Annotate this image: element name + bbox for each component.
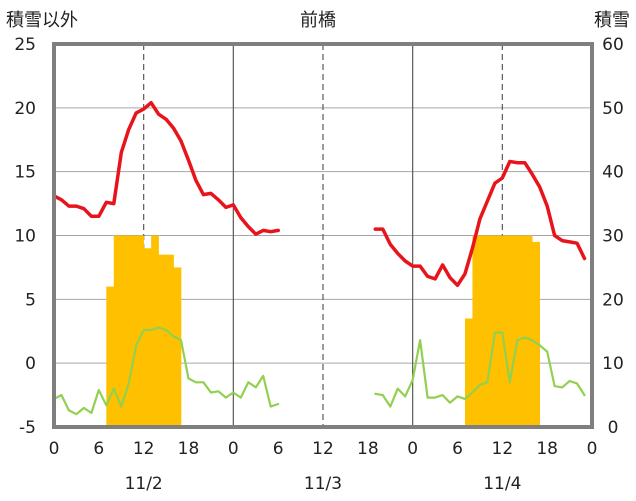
snow-depth-bar xyxy=(173,267,182,427)
snow-depth-bar xyxy=(151,235,159,427)
snow-depth-bar xyxy=(532,241,540,427)
green-series-line xyxy=(374,331,586,408)
snow-depth-bar xyxy=(487,235,496,427)
x-tick-label: 0 xyxy=(407,439,418,459)
snow-depth-bar xyxy=(121,235,130,427)
x-tick-label: 6 xyxy=(452,439,463,459)
temperature-line xyxy=(373,159,587,288)
x-tick-label: 12 xyxy=(133,439,155,459)
snow-depth-bar xyxy=(136,235,144,427)
y-left-tick-label: 20 xyxy=(14,99,36,119)
x-tick-label: 18 xyxy=(357,439,379,459)
x-tick-label: 0 xyxy=(587,439,598,459)
snow-depth-bar xyxy=(166,254,174,427)
x-tick-label: 18 xyxy=(536,439,558,459)
x-tick-label: 6 xyxy=(93,439,104,459)
snow-depth-bar xyxy=(509,235,518,427)
x-day-label: 11/4 xyxy=(483,474,521,494)
snow-depth-bar xyxy=(494,235,503,427)
x-day-label: 11/3 xyxy=(304,474,342,494)
y-right-tick-label: 30 xyxy=(602,227,624,247)
y-left-tick-label: 0 xyxy=(25,354,36,374)
temperature-line xyxy=(52,100,280,236)
chart-title: 前橋 xyxy=(300,10,336,31)
x-tick-label: 0 xyxy=(49,439,60,459)
y-right-tick-label: 10 xyxy=(602,354,624,374)
snow-depth-bar xyxy=(128,235,137,427)
y-left-tick-label: 15 xyxy=(14,163,36,183)
y-left-tick-label: 10 xyxy=(14,227,36,247)
snow-depth-bar xyxy=(517,235,526,427)
y-right-tick-label: 0 xyxy=(608,418,619,438)
y-left-tick-label: 5 xyxy=(25,290,36,310)
x-tick-label: 12 xyxy=(312,439,334,459)
x-tick-label: 6 xyxy=(273,439,284,459)
y-right-tick-label: 50 xyxy=(602,99,624,119)
snow-depth-bar xyxy=(502,235,511,427)
y-right-tick-label: 40 xyxy=(602,163,624,183)
snow-depth-bar xyxy=(472,235,481,427)
green-series-line xyxy=(52,326,280,416)
x-tick-label: 18 xyxy=(178,439,200,459)
y-right-tick-label: 60 xyxy=(602,35,624,55)
snow-depth-bar xyxy=(106,286,115,427)
y-left-tick-label: -5 xyxy=(19,418,36,438)
right-axis-title: 積雪 xyxy=(594,10,630,31)
snow-depth-bar xyxy=(479,235,488,427)
x-tick-label: 12 xyxy=(492,439,514,459)
y-right-tick-label: 20 xyxy=(602,290,624,310)
snow-depth-bar xyxy=(524,235,533,427)
y-left-tick-label: 25 xyxy=(14,35,36,55)
snow-depth-bar xyxy=(158,254,167,427)
x-tick-label: 0 xyxy=(228,439,239,459)
snow-depth-bar xyxy=(464,318,473,427)
x-day-label: 11/2 xyxy=(125,474,163,494)
plot-frame xyxy=(52,42,594,429)
left-axis-title: 積雪以外 xyxy=(6,10,78,31)
snow-depth-bar xyxy=(143,248,152,427)
snow-depth-bar xyxy=(113,235,122,427)
